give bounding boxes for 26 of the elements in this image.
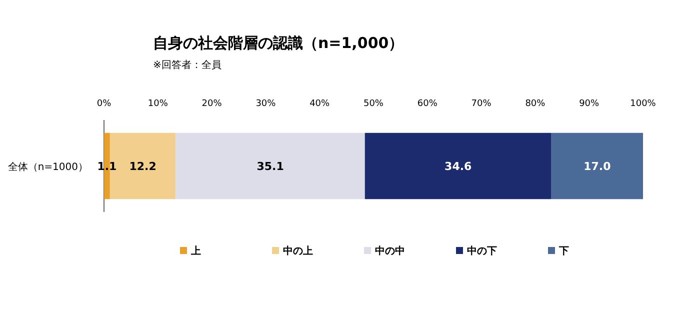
bar — [364, 132, 552, 200]
x-tick-label: 100% — [630, 99, 656, 109]
chart-title: 自身の社会階層の認識（n=1,000） — [153, 34, 404, 52]
x-tick-label: 80% — [525, 99, 546, 109]
data-label: 34.6 — [444, 160, 472, 173]
data-label: 35.1 — [256, 160, 284, 173]
x-tick-label: 60% — [417, 99, 438, 109]
legend-label: 中の中 — [375, 245, 405, 257]
data-label: 17.0 — [584, 160, 612, 173]
bar — [551, 132, 643, 200]
x-tick-label: 20% — [202, 99, 222, 109]
legend-label: 中の上 — [283, 245, 313, 257]
x-tick-label: 50% — [363, 99, 384, 109]
x-tick-label: 30% — [256, 99, 276, 109]
bar — [176, 132, 365, 200]
legend-label: 上 — [190, 245, 201, 257]
x-tick-label: 40% — [310, 99, 330, 109]
x-tick-label: 10% — [148, 99, 168, 109]
legend-label: 中の下 — [467, 245, 497, 257]
x-tick-label: 0% — [96, 99, 112, 109]
chart-subtitle: ※回答者：全員 — [153, 59, 222, 71]
data-label: 12.2 — [129, 160, 156, 173]
x-tick-label: 90% — [579, 99, 600, 109]
y-tick-label: 全体（n=1000） — [8, 161, 88, 173]
legend-label: 下 — [558, 246, 569, 257]
x-tick-label: 70% — [471, 99, 492, 109]
